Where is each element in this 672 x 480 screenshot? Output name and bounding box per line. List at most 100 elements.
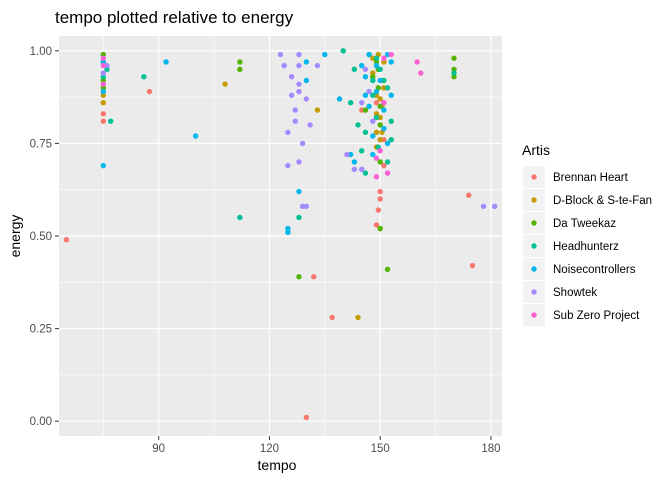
point-showtek xyxy=(100,70,107,76)
point-headhunterz xyxy=(351,66,358,73)
point-headhunterz xyxy=(104,66,110,73)
point-noisecontrollers xyxy=(370,133,376,139)
legend-label: Showtek xyxy=(553,287,597,299)
point-headhunterz xyxy=(237,214,243,221)
point-brennan-heart xyxy=(329,314,335,321)
x-tick-label: 120 xyxy=(260,443,279,455)
point-noisecontrollers xyxy=(359,62,365,69)
y-tick-label: 0.25 xyxy=(30,324,52,336)
y-tick-label: 0.00 xyxy=(30,416,52,428)
point-d-block-s-te-fan xyxy=(370,55,376,61)
point-headhunterz xyxy=(347,99,354,106)
point-brennan-heart xyxy=(373,99,380,106)
point-d-block-s-te-fan xyxy=(314,107,321,113)
point-noisecontrollers xyxy=(388,59,394,65)
legend-label: Headhunterz xyxy=(553,241,619,253)
legend-swatch xyxy=(531,312,537,318)
point-headhunterz xyxy=(370,92,376,98)
point-da-tweekaz xyxy=(377,103,383,110)
point-headhunterz xyxy=(381,77,387,84)
point-noisecontrollers xyxy=(100,162,107,169)
legend-label: Da Tweekaz xyxy=(553,218,616,230)
point-d-block-s-te-fan xyxy=(381,59,387,65)
point-showtek xyxy=(303,96,310,102)
point-showtek xyxy=(314,62,321,69)
point-showtek xyxy=(480,203,487,210)
point-headhunterz xyxy=(107,118,114,124)
point-headhunterz xyxy=(388,137,394,143)
point-noisecontrollers xyxy=(384,140,391,147)
point-showtek xyxy=(491,203,498,210)
point-noisecontrollers xyxy=(100,88,107,95)
point-noisecontrollers xyxy=(347,151,354,158)
point-sub-zero-project xyxy=(418,70,424,76)
point-noisecontrollers xyxy=(366,103,372,110)
point-headhunterz xyxy=(384,85,391,91)
point-da-tweekaz xyxy=(377,159,383,165)
point-showtek xyxy=(296,159,302,165)
point-d-block-s-te-fan xyxy=(381,85,387,91)
point-showtek xyxy=(366,88,372,95)
x-tick-label: 180 xyxy=(481,443,500,455)
point-d-block-s-te-fan xyxy=(370,70,376,76)
point-showtek xyxy=(296,88,302,95)
point-noisecontrollers xyxy=(296,188,302,195)
legend-label: D-Block & S-te-Fan xyxy=(553,195,652,207)
point-showtek xyxy=(344,151,350,158)
point-headhunterz xyxy=(340,48,346,54)
legend-items: Brennan Heart D-Block & S-te-Fan Da Tweeka… xyxy=(523,166,652,326)
y-tick-label: 0.75 xyxy=(30,138,52,150)
point-d-block-s-te-fan xyxy=(100,99,107,106)
point-showtek xyxy=(277,51,284,58)
point-headhunterz xyxy=(370,77,376,84)
data-points xyxy=(63,48,498,421)
point-da-tweekaz xyxy=(370,74,376,80)
point-da-tweekaz xyxy=(451,66,457,73)
point-headhunterz xyxy=(296,214,302,221)
point-showtek xyxy=(307,122,313,128)
point-da-tweekaz xyxy=(100,77,107,84)
point-headhunterz xyxy=(355,122,361,128)
point-showtek xyxy=(359,166,365,173)
point-showtek xyxy=(303,203,310,210)
y-axis: 0.00 0.25 0.50 0.75 1.00 xyxy=(30,46,59,428)
point-noisecontrollers xyxy=(370,151,376,158)
point-noisecontrollers xyxy=(336,96,343,102)
legend-label: Sub Zero Project xyxy=(553,310,640,322)
y-tick-label: 1.00 xyxy=(30,46,52,58)
point-da-tweekaz xyxy=(296,274,302,280)
point-noisecontrollers xyxy=(285,229,291,235)
point-noisecontrollers xyxy=(377,77,383,84)
legend-title: Artis xyxy=(522,142,550,158)
point-headhunterz xyxy=(362,170,369,176)
point-headhunterz xyxy=(359,148,365,154)
point-sub-zero-project xyxy=(100,55,107,61)
point-showtek xyxy=(285,129,291,135)
legend-swatch xyxy=(531,266,537,272)
point-showtek xyxy=(296,51,302,58)
point-da-tweekaz xyxy=(451,55,457,61)
point-noisecontrollers xyxy=(362,92,369,98)
point-headhunterz xyxy=(362,129,369,135)
legend-swatch xyxy=(531,220,537,226)
point-brennan-heart xyxy=(466,192,472,198)
point-showtek xyxy=(292,118,298,124)
point-showtek xyxy=(299,140,306,147)
point-sub-zero-project xyxy=(384,170,391,176)
point-sub-zero-project xyxy=(388,51,394,58)
legend-swatch xyxy=(531,243,537,249)
legend-label: Brennan Heart xyxy=(553,172,629,184)
point-da-tweekaz xyxy=(377,225,383,232)
point-noisecontrollers xyxy=(351,159,358,165)
x-tick-label: 150 xyxy=(371,443,390,455)
point-sub-zero-project xyxy=(373,155,380,161)
point-showtek xyxy=(296,62,302,69)
point-showtek xyxy=(370,118,376,124)
x-axis: 90 120 150 180 xyxy=(152,436,501,455)
point-brennan-heart xyxy=(146,88,153,95)
point-d-block-s-te-fan xyxy=(377,137,383,143)
point-showtek xyxy=(281,62,287,69)
point-noisecontrollers xyxy=(322,51,328,58)
point-noisecontrollers xyxy=(303,77,310,84)
point-headhunterz xyxy=(377,66,383,73)
